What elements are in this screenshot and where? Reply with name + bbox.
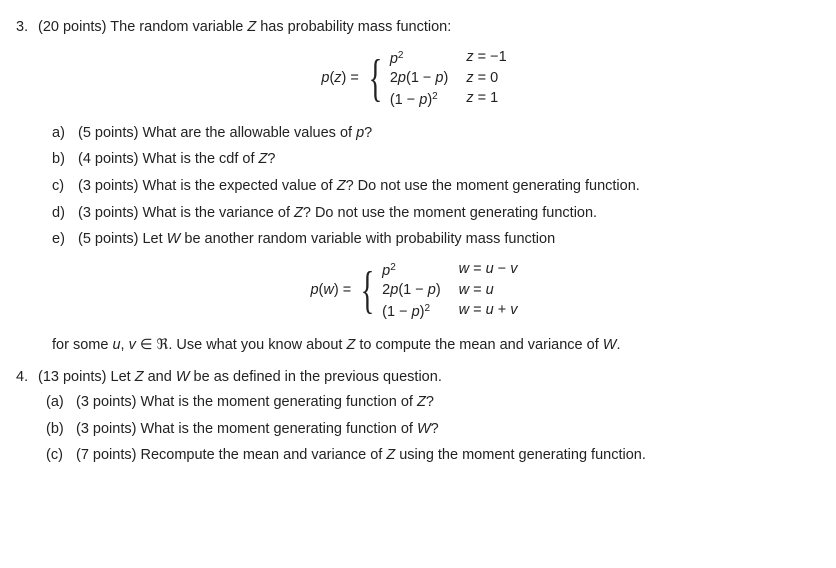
points: (20 points) <box>38 19 107 35</box>
q3d: d) (3 points) What is the variance of Z?… <box>52 204 812 224</box>
question-4: 4. (13 points) Let Z and W be as defined… <box>16 368 812 388</box>
left-brace: { <box>368 53 382 105</box>
q3e: e) (5 points) Let W be another random va… <box>52 230 812 250</box>
q4b: (b) (3 points) What is the moment genera… <box>46 420 812 440</box>
q3b: b) (4 points) What is the cdf of Z? <box>52 150 812 170</box>
question-number: 3. <box>16 18 38 38</box>
q3a: a) (5 points) What are the allowable val… <box>52 124 812 144</box>
question-number: 4. <box>16 368 38 388</box>
pmf-cases: p2 z = −1 2p(1 − p) z = 0 (1 − p)2 z = 1 <box>390 48 507 110</box>
q3c: c) (3 points) What is the expected value… <box>52 177 812 197</box>
question-stem: (13 points) Let Z and W be as defined in… <box>38 368 812 388</box>
q4-subparts: (a) (3 points) What is the moment genera… <box>46 393 812 466</box>
question-stem: (20 points) The random variable Z has pr… <box>38 18 812 38</box>
points: (13 points) <box>38 369 107 385</box>
left-brace: { <box>361 265 375 317</box>
q3e-note: for some u, v ∈ ℜ. Use what you know abo… <box>52 336 812 356</box>
pmf-w: p(w) = { p2 w = u − v 2p(1 − p) w = u (1… <box>16 260 812 322</box>
q3-subparts: a) (5 points) What are the allowable val… <box>52 124 812 250</box>
pmf-cases: p2 w = u − v 2p(1 − p) w = u (1 − p)2 w … <box>382 260 517 322</box>
q4a: (a) (3 points) What is the moment genera… <box>46 393 812 413</box>
question-3: 3. (20 points) The random variable Z has… <box>16 18 812 38</box>
q4c: (c) (7 points) Recompute the mean and va… <box>46 446 812 466</box>
pmf-z: p(z) = { p2 z = −1 2p(1 − p) z = 0 (1 − … <box>16 48 812 110</box>
